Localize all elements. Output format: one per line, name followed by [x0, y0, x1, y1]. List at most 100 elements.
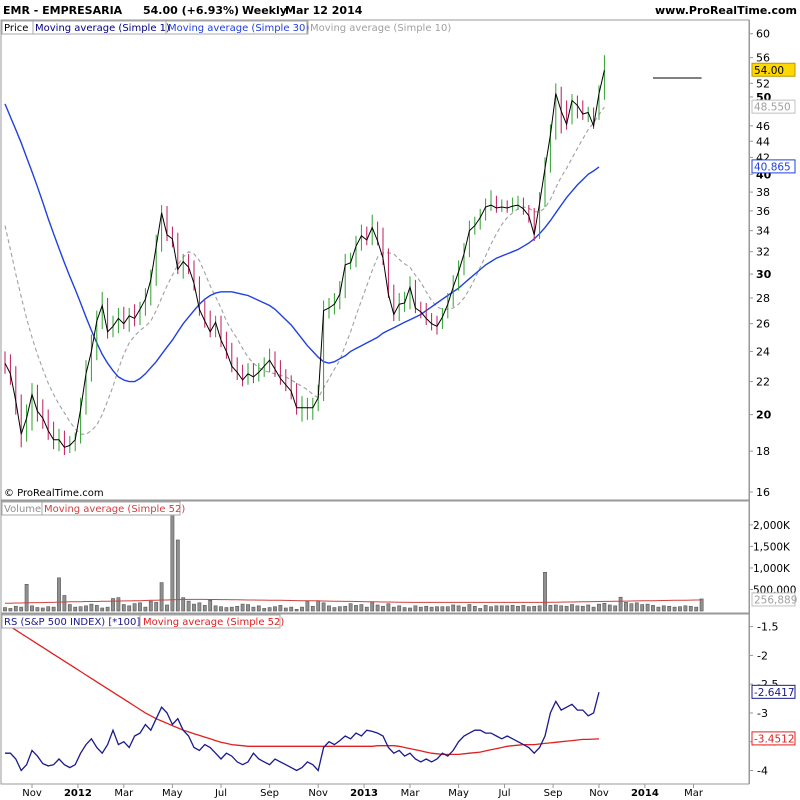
x-tick-label: Mar	[684, 788, 704, 799]
volume-bar	[148, 600, 153, 612]
x-tick-label: Nov	[308, 788, 328, 799]
volume-bar	[429, 606, 434, 612]
volume-bar	[667, 605, 672, 612]
volume-bar	[143, 606, 148, 612]
volume-bar	[235, 605, 240, 612]
volume-bar	[283, 607, 288, 612]
volume-bar	[386, 603, 391, 612]
legend-rs-ma[interactable]: Moving average (Simple 52)	[143, 617, 284, 628]
volume-bar	[683, 605, 688, 612]
volume-bar	[100, 607, 105, 612]
volume-bar	[418, 606, 423, 612]
legend-price[interactable]: Price	[4, 23, 28, 34]
price-value-tag-box	[751, 99, 796, 114]
price-y-tick-label: 44	[756, 135, 770, 148]
volume-bar	[159, 582, 164, 612]
price-legend: Price Moving average (Simple 1) Moving a…	[1, 20, 451, 35]
volume-bar	[327, 605, 331, 612]
volume-bar	[321, 602, 326, 612]
volume-value-tag-box	[751, 592, 796, 607]
price-y-tick-label: 56	[756, 52, 770, 65]
volume-bar	[300, 606, 304, 612]
rs-value-tag: -2.6417	[754, 687, 795, 699]
volume-bar	[332, 607, 337, 612]
price-axis-area	[749, 20, 799, 784]
price-y-tick-label: 36	[756, 205, 770, 218]
volume-bar	[278, 605, 283, 612]
rs-y-tick-label: -4	[757, 764, 768, 777]
copyright-text: © ProRealTime.com	[4, 488, 104, 499]
volume-bar	[121, 604, 126, 612]
axis-layer: Nov 2012 Mar May Jul Sep Nov 2013 Mar May Jul Sep No…	[22, 28, 797, 799]
volume-bar	[467, 604, 472, 612]
price-y-tick-label: 22	[756, 376, 770, 389]
volume-bar	[57, 577, 61, 612]
volume-bar	[94, 605, 99, 612]
volume-bar	[580, 605, 585, 612]
x-tick-label: Nov	[22, 788, 42, 799]
volume-bar	[381, 605, 385, 612]
volume-bar	[127, 605, 132, 612]
legend-ma-simple-1[interactable]: Moving average (Simple 1)	[35, 23, 170, 34]
volume-bar	[651, 605, 655, 612]
volume-bar	[46, 606, 51, 612]
volume-bar	[435, 606, 439, 612]
volume-bar	[78, 606, 83, 612]
volume-bar	[181, 597, 186, 612]
legend-ma-simple-10[interactable]: Moving average (Simple 10)	[310, 23, 451, 34]
volume-bar	[375, 604, 380, 612]
volume-bar	[3, 607, 7, 612]
volume-bar	[202, 605, 207, 612]
volume-bar	[240, 603, 245, 612]
volume-bar	[24, 584, 29, 612]
price-y-tick-label: 30	[756, 268, 772, 281]
price-value-tag-box	[751, 62, 796, 77]
price-value-tag-box	[751, 159, 796, 174]
volume-bar	[154, 602, 159, 612]
price-y-tick-label: 26	[756, 318, 770, 331]
volume-bar	[537, 605, 542, 612]
volume-bar	[672, 606, 677, 612]
volume-bar	[548, 605, 553, 612]
legend-ma-simple-30[interactable]: Moving average (Simple 30)	[168, 23, 309, 34]
volume-bar	[262, 608, 267, 612]
legend-rs[interactable]: RS (S&P 500 INDEX) [*100]	[4, 617, 140, 628]
volume-bar	[543, 571, 547, 612]
volume-bar	[499, 605, 504, 612]
price-y-tick-label: 32	[756, 246, 770, 259]
volume-bar	[132, 603, 137, 612]
volume-bar	[186, 600, 191, 612]
legend-volume-ma[interactable]: Moving average (Simple 52)	[44, 504, 185, 515]
volume-bar	[192, 603, 196, 612]
volume-bar	[116, 597, 121, 612]
volume-bar	[586, 604, 591, 612]
volume-bar	[8, 608, 13, 612]
volume-y-tick-label: 2,000K	[753, 520, 791, 532]
volume-bar	[489, 606, 493, 612]
volume-bar	[618, 596, 623, 612]
date-text: Mar 12 2014	[285, 4, 363, 17]
rs-value-tag-box	[751, 684, 796, 699]
x-tick-label: Jul	[497, 788, 510, 799]
volume-bar	[451, 604, 456, 612]
price-y-tick-label: 38	[756, 186, 770, 199]
volume-bar	[30, 605, 34, 612]
volume-bar	[111, 598, 115, 612]
volume-bar	[246, 604, 250, 612]
volume-bar	[607, 604, 612, 612]
volume-bar	[138, 602, 142, 612]
site-link[interactable]: www.ProRealTime.com	[655, 4, 797, 17]
volume-bar	[13, 605, 18, 612]
volume-bar	[559, 605, 564, 612]
legend-volume[interactable]: Volume	[4, 504, 41, 515]
volume-bar	[694, 606, 699, 612]
quote-text: 54.00 (+6.93%)	[143, 4, 239, 17]
volume-bar	[483, 605, 488, 612]
volume-bar	[343, 605, 348, 612]
rs-panel	[0, 613, 750, 785]
volume-bar	[678, 606, 682, 612]
volume-bar	[699, 598, 704, 612]
volume-bar	[456, 605, 461, 612]
ma-simple-10-line	[4, 106, 605, 435]
volume-bar	[337, 606, 342, 612]
